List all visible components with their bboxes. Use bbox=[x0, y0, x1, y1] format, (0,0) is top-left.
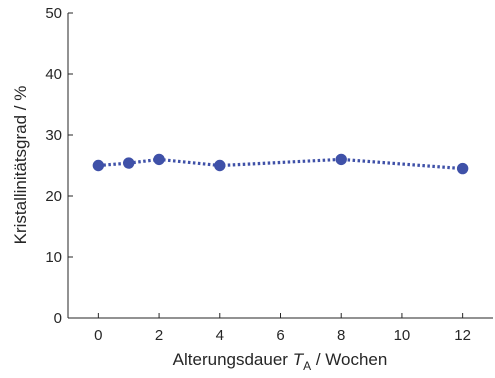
series-layer bbox=[92, 153, 469, 175]
data-point bbox=[456, 162, 469, 175]
data-point bbox=[92, 159, 105, 172]
data-point bbox=[214, 159, 226, 172]
y-axis-title: Kristallinitätsgrad / % bbox=[11, 86, 30, 245]
x-tick-label: 6 bbox=[276, 327, 284, 344]
data-point bbox=[335, 153, 347, 166]
x-axis-title-prefix: Alterungsdauer bbox=[173, 350, 293, 369]
plot-area bbox=[68, 13, 493, 318]
x-tick-label: 12 bbox=[454, 327, 471, 344]
y-tick-label: 30 bbox=[45, 127, 62, 144]
x-axis-title-symbol: T bbox=[293, 350, 305, 369]
x-tick-label: 10 bbox=[394, 327, 411, 344]
x-axis-title-suffix: / Wochen bbox=[311, 350, 387, 369]
x-tick-label: 2 bbox=[155, 327, 163, 344]
x-axis-title: Alterungsdauer TA / Wochen bbox=[173, 350, 388, 373]
x-axis-title-subscript: A bbox=[303, 359, 311, 373]
y-ticks: 0 10 20 30 40 50 bbox=[45, 5, 73, 327]
data-point bbox=[153, 153, 165, 166]
x-tick-label: 4 bbox=[216, 327, 224, 344]
x-tick-label: 8 bbox=[337, 327, 345, 344]
data-point bbox=[123, 157, 135, 169]
y-tick-label: 10 bbox=[45, 249, 62, 266]
y-tick-label: 0 bbox=[54, 310, 62, 327]
y-tick-label: 20 bbox=[45, 188, 62, 205]
x-tick-label: 0 bbox=[94, 327, 102, 344]
y-tick-label: 50 bbox=[45, 5, 62, 22]
x-ticks: 0 2 4 6 8 10 12 bbox=[94, 313, 471, 344]
y-tick-label: 40 bbox=[45, 66, 62, 83]
